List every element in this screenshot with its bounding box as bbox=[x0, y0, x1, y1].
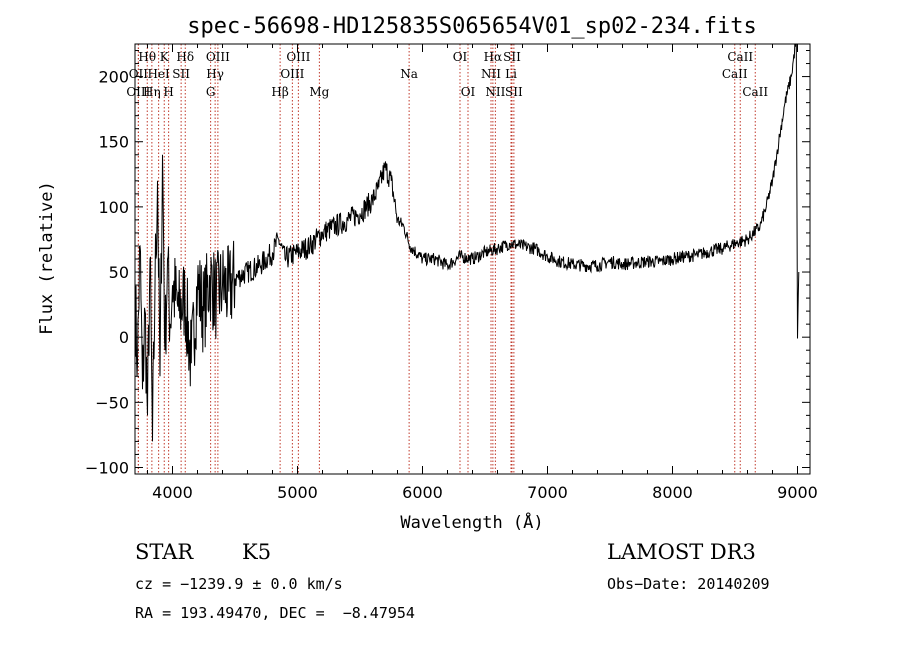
spectrum-series-line bbox=[134, 43, 800, 442]
spectral-line-label: SII bbox=[505, 85, 523, 99]
y-tick-label: 100 bbox=[98, 198, 129, 217]
spectral-line-label: CaII bbox=[722, 67, 748, 81]
x-axis: 4000 5000 6000 7000 8000 9000 bbox=[147, 44, 818, 502]
spectral-line-label: Hγ bbox=[206, 67, 224, 81]
x-tick-label: 8000 bbox=[652, 483, 693, 502]
x-tick-label: 9000 bbox=[777, 483, 818, 502]
spectral-line-label: HeI bbox=[147, 67, 170, 81]
x-tick-label: 5000 bbox=[277, 483, 318, 502]
coordinates: RA = 193.49470, DEC = −8.47954 bbox=[135, 604, 415, 622]
spectral-line-label: NII bbox=[485, 85, 505, 99]
spectral-line-label: Na bbox=[400, 67, 418, 81]
y-tick-label: 50 bbox=[109, 263, 129, 282]
y-axis-title: Flux (relative) bbox=[37, 181, 57, 335]
x-tick-label: 6000 bbox=[402, 483, 443, 502]
spectral-line-label: OI bbox=[453, 50, 468, 64]
spectral-line-label: CaII bbox=[742, 85, 768, 99]
y-tick-label: 0 bbox=[119, 328, 129, 347]
chart-title: spec-56698-HD125835S065654V01_sp02-234.f… bbox=[187, 14, 757, 39]
x-tick-label: 4000 bbox=[152, 483, 193, 502]
x-axis-title: Wavelength (Å) bbox=[400, 511, 543, 533]
spectral-line-label: Hη bbox=[143, 85, 161, 99]
y-tick-label: 200 bbox=[98, 68, 129, 87]
y-tick-label: −100 bbox=[85, 458, 129, 477]
spectral-line-markers bbox=[137, 44, 756, 474]
object-subclass: K5 bbox=[242, 540, 272, 564]
spectral-line-label: OI bbox=[461, 85, 476, 99]
redshift-velocity: cz = −1239.9 ± 0.0 km/s bbox=[135, 575, 343, 593]
spectral-line-label: OII bbox=[129, 67, 149, 81]
spectral-line-label: H bbox=[163, 85, 173, 99]
y-axis: −100 −50 0 50 100 150 200 bbox=[85, 50, 810, 477]
spectral-line-label: K bbox=[160, 50, 170, 64]
spectral-line-label: Mg bbox=[309, 85, 329, 99]
spectral-line-label: SII bbox=[503, 50, 521, 64]
y-tick-label: −50 bbox=[95, 393, 129, 412]
spectral-line-label: CaII bbox=[727, 50, 753, 64]
spectral-line-label: SII bbox=[172, 67, 190, 81]
object-class: STAR bbox=[135, 540, 194, 564]
spectral-line-label: Hθ bbox=[138, 50, 156, 64]
spectral-line-label: Hα bbox=[484, 50, 503, 64]
spectral-line-label: OIII bbox=[206, 50, 230, 64]
spectral-line-label: G bbox=[206, 85, 216, 99]
spectral-line-label: NII bbox=[481, 67, 501, 81]
spectral-line-label: OIII bbox=[280, 67, 304, 81]
spectral-line-label: OIII bbox=[286, 50, 310, 64]
spectral-line-label: Hδ bbox=[176, 50, 194, 64]
y-tick-label: 150 bbox=[98, 133, 129, 152]
spectral-line-label: Hβ bbox=[271, 85, 288, 99]
spectral-line-label: Li bbox=[505, 67, 517, 81]
observation-date: Obs−Date: 20140209 bbox=[607, 575, 770, 593]
spectral-line-label: OIII bbox=[126, 85, 150, 99]
x-tick-label: 7000 bbox=[527, 483, 568, 502]
survey-name: LAMOST DR3 bbox=[607, 540, 756, 564]
